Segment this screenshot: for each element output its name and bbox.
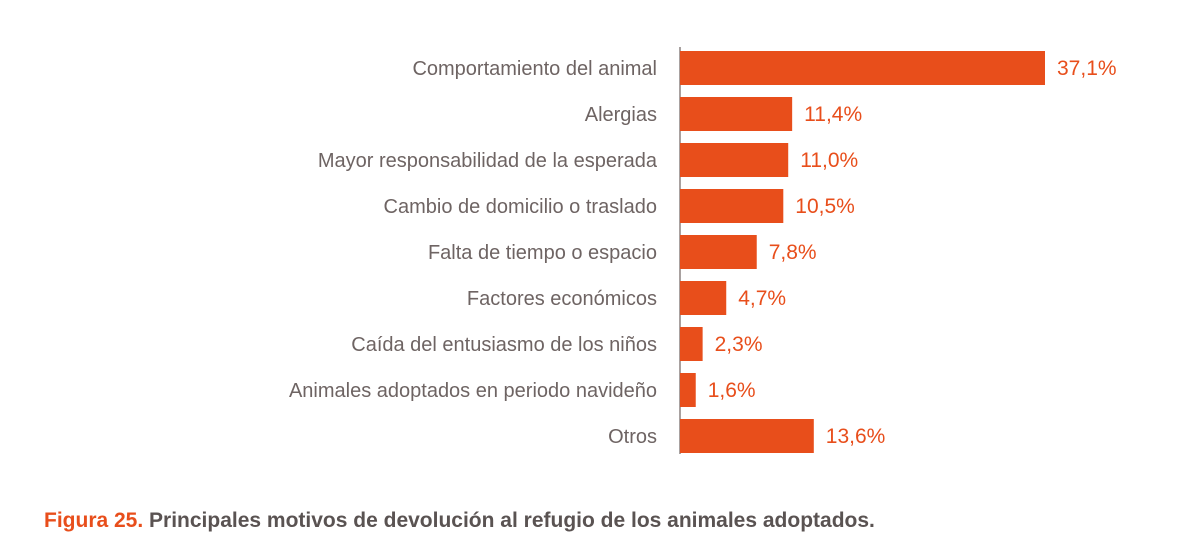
bar (680, 143, 789, 177)
bar (680, 235, 757, 269)
value-label: 11,4% (804, 103, 862, 126)
value-label: 4,7% (738, 287, 786, 310)
bar (680, 51, 1045, 85)
category-label: Caída del entusiasmo de los niños (351, 334, 657, 356)
figure-number: Figura 25. (44, 509, 144, 532)
category-label: Alergias (585, 104, 657, 126)
bar (680, 373, 696, 407)
bar (680, 189, 784, 223)
value-label: 37,1% (1057, 57, 1117, 80)
bar (680, 327, 703, 361)
bar (680, 419, 814, 453)
value-label: 10,5% (795, 195, 855, 218)
category-label: Animales adoptados en periodo navideño (289, 380, 657, 402)
category-label: Mayor responsabilidad de la esperada (318, 150, 658, 172)
value-label: 7,8% (769, 241, 817, 264)
bar (680, 97, 793, 131)
category-label: Otros (608, 426, 657, 448)
bar (680, 281, 727, 315)
category-labels: Comportamiento del animal Alergias Mayor r… (289, 58, 658, 448)
figure-title: Principales motivos de devolución al ref… (143, 509, 875, 532)
value-label: 1,6% (708, 379, 756, 402)
category-label: Falta de tiempo o espacio (428, 242, 657, 264)
category-label: Cambio de domicilio o traslado (384, 196, 657, 218)
value-label: 11,0% (800, 149, 858, 172)
figure-caption: Figura 25. Principales motivos de devolu… (44, 509, 875, 533)
value-label: 2,3% (715, 333, 763, 356)
category-label: Comportamiento del animal (412, 58, 657, 80)
category-label: Factores económicos (467, 288, 657, 310)
value-label: 13,6% (826, 425, 886, 448)
bar-chart: Comportamiento del animal Alergias Mayor r… (289, 47, 1117, 454)
bars-group (680, 51, 1045, 453)
value-labels: 37,1% 11,4% 11,0% 10,5% 7,8% 4,7% 2,3% 1,6% 13,6… (708, 57, 1117, 448)
